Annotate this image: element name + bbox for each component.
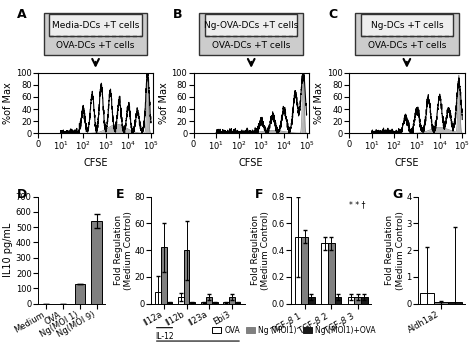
Y-axis label: %of Max: %of Max [3,82,13,124]
X-axis label: CFSE: CFSE [83,158,108,168]
Y-axis label: Fold Regulation
(Medium Control): Fold Regulation (Medium Control) [114,211,133,289]
Text: Ng-OVA-DCs +T cells: Ng-OVA-DCs +T cells [204,21,299,30]
Text: IL-12: IL-12 [155,332,174,341]
Legend: OVA, Ng (MOI1), Ng (MOI1)+OVA: OVA, Ng (MOI1), Ng (MOI1)+OVA [209,323,379,338]
Bar [361,297,368,304]
Bar [184,250,190,304]
Bar [295,237,301,304]
Text: OVA-DCs +T cells: OVA-DCs +T cells [212,41,291,50]
Bar [301,237,308,304]
Y-axis label: IL10 pg/mL: IL10 pg/mL [3,223,13,277]
Text: OVA-DCs +T cells: OVA-DCs +T cells [56,41,135,50]
Bar [201,302,206,304]
Text: D: D [17,188,27,201]
Bar [420,293,434,304]
Bar [91,221,101,304]
Bar [190,302,195,304]
Bar [328,244,335,304]
Bar [205,13,297,36]
Bar [178,297,184,304]
Text: F: F [255,188,264,201]
Bar [361,13,453,36]
Bar [49,13,142,36]
Bar [235,302,240,304]
Text: A: A [17,8,27,21]
Y-axis label: Fold Regulation
(Medium Control): Fold Regulation (Medium Control) [385,211,405,289]
Text: OVA-DCs +T cells: OVA-DCs +T cells [368,41,446,50]
Y-axis label: Fold Regulation
(Medium Control): Fold Regulation (Medium Control) [251,211,270,289]
Bar [74,284,85,304]
Bar [212,302,218,304]
Text: B: B [173,8,182,21]
X-axis label: CFSE: CFSE [239,158,264,168]
Bar [308,297,315,304]
Bar [167,302,173,304]
Bar [223,302,229,304]
Bar [335,297,341,304]
Text: Ng-DCs +T cells: Ng-DCs +T cells [371,21,443,30]
Bar [155,292,161,304]
Bar [161,247,167,304]
X-axis label: CFSE: CFSE [395,158,419,168]
Y-axis label: %of Max: %of Max [159,82,169,124]
Text: E: E [116,188,124,201]
Bar [355,297,361,304]
Bar [321,244,328,304]
Bar [348,297,355,304]
Text: C: C [328,8,337,21]
Bar [448,302,463,304]
Y-axis label: %of Max: %of Max [314,82,324,124]
Text: Media-DCs +T cells: Media-DCs +T cells [52,21,139,30]
Bar [206,297,212,304]
Text: * * †: * * † [349,200,366,209]
Text: G: G [392,188,402,201]
Bar [434,302,448,304]
Bar [229,297,235,304]
